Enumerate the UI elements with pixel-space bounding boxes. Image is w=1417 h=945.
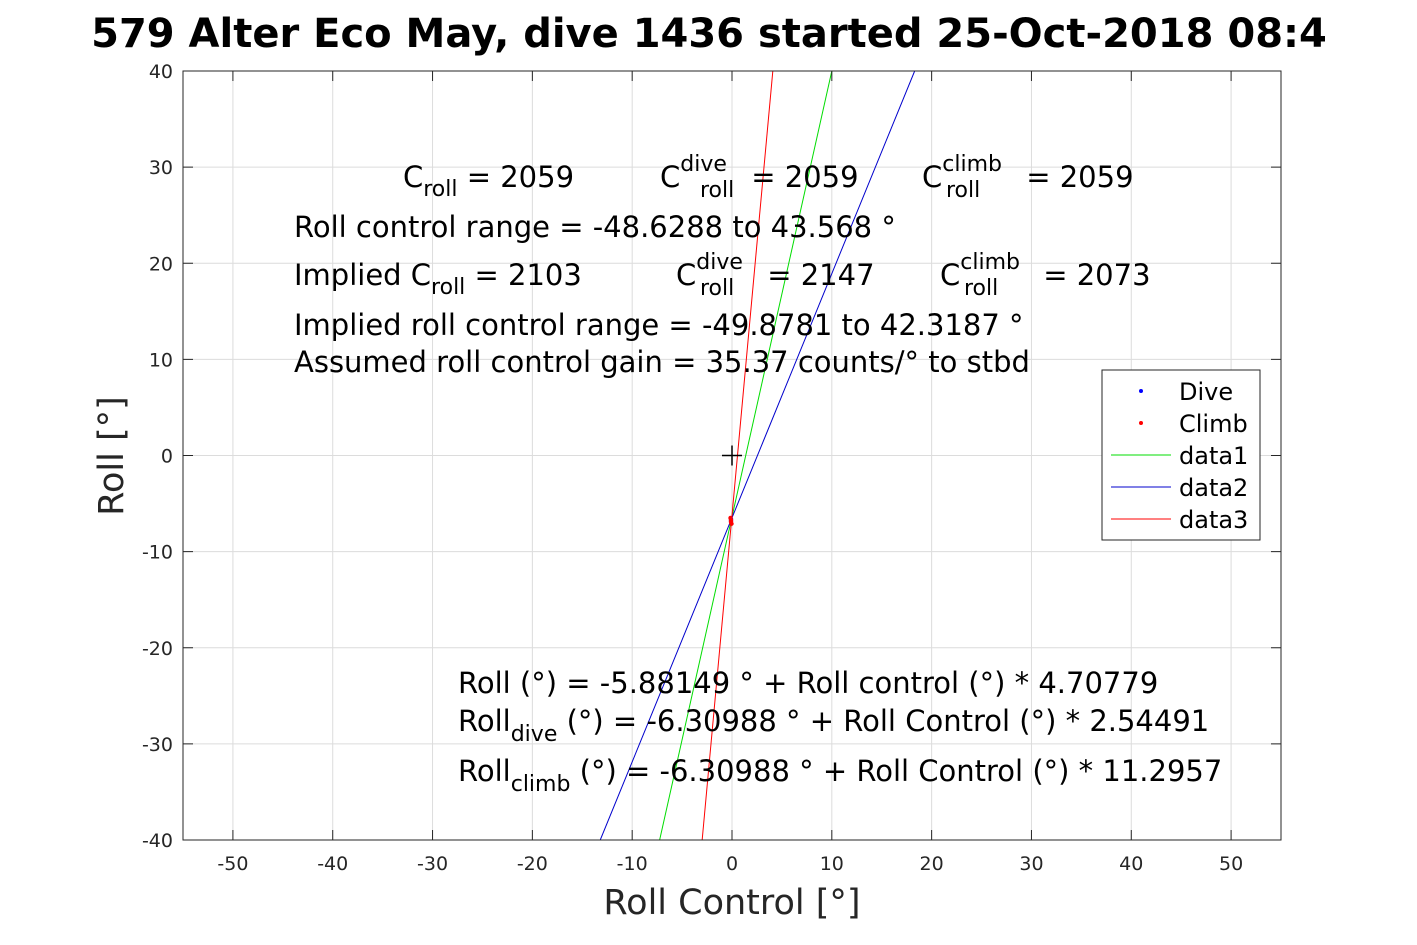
croll-climb-sup: climb — [942, 152, 1002, 177]
legend-key-dive — [1139, 389, 1143, 393]
series-line-data1 — [659, 71, 833, 840]
fit-dive-sub: dive — [511, 722, 558, 747]
x-tick-label: -20 — [517, 853, 548, 875]
y-tick-label: -10 — [142, 542, 173, 564]
croll-rest: = 2059 — [458, 160, 575, 194]
x-axis-label: Roll Control [°] — [603, 883, 860, 923]
y-axis-label: Roll [°] — [92, 396, 132, 516]
annotation-fit-dive: Rolldive (°) = -6.30988 ° + Roll Control… — [458, 704, 1209, 747]
legend[interactable]: Dive Climb data1 data2 data3 — [1101, 369, 1261, 541]
x-tick-label: 50 — [1219, 853, 1243, 875]
implied-dive-sub: roll — [700, 276, 734, 301]
implied-croll-pre: Implied C — [294, 258, 431, 292]
x-tick-label: 40 — [1119, 853, 1143, 875]
croll-sub: roll — [423, 177, 457, 202]
implied-climb-rest: = 2073 — [1034, 258, 1151, 292]
y-tick-label: -30 — [142, 734, 173, 756]
annotation-implied-croll: Implied Croll = 2103 — [294, 258, 582, 300]
implied-climb-base: C — [940, 258, 960, 292]
annotation-implied-climb: Cclimb roll = 2073 — [940, 250, 1151, 301]
implied-croll-sub: roll — [431, 275, 465, 300]
annotation-implied-dive: Cdive roll = 2147 — [676, 250, 875, 301]
y-tick-label: 0 — [161, 446, 173, 468]
y-tick-label: -20 — [142, 638, 173, 660]
plot-clip — [599, 71, 916, 840]
annotation-croll-climb: Cclimb roll = 2059 — [922, 152, 1134, 203]
croll-climb-sub: roll — [946, 178, 980, 203]
annotation-croll-dive: Cdive roll = 2059 — [660, 152, 859, 203]
legend-label-data2: data2 — [1179, 474, 1248, 502]
x-tick-label: -30 — [417, 853, 448, 875]
implied-dive-base: C — [676, 258, 696, 292]
annotation-fit-all: Roll (°) = -5.88149 ° + Roll control (°)… — [458, 666, 1158, 700]
croll-climb-base: C — [922, 160, 942, 194]
croll-dive-base: C — [660, 160, 680, 194]
implied-croll-rest: = 2103 — [465, 258, 582, 292]
chart-title: 579 Alter Eco May, dive 1436 started 25-… — [91, 11, 1327, 57]
croll-dive-sup: dive — [680, 152, 727, 177]
annotation-croll: Croll = 2059 — [403, 160, 574, 202]
x-tick-label: 10 — [820, 853, 844, 875]
series-point-climb — [729, 521, 734, 526]
annotation-fit-climb: Rollclimb (°) = -6.30988 ° + Roll Contro… — [458, 754, 1222, 797]
x-tick-label: -50 — [217, 853, 248, 875]
implied-dive-sup: dive — [696, 250, 743, 275]
x-tick-label: 20 — [920, 853, 944, 875]
x-tick-label: -10 — [617, 853, 648, 875]
fit-dive-pre: Roll — [458, 704, 511, 738]
annotations: Croll = 2059 Cdive roll = 2059 Cclimb roll… — [294, 152, 1222, 797]
croll-base: C — [403, 160, 423, 194]
implied-climb-sub: roll — [964, 276, 998, 301]
x-tick-label: -40 — [317, 853, 348, 875]
y-tick-label: 40 — [149, 61, 173, 83]
fit-climb-sub: climb — [511, 772, 571, 797]
legend-key-climb — [1139, 421, 1143, 425]
y-tick-label: 30 — [149, 157, 173, 179]
annotation-roll-range: Roll control range = -48.6288 to 43.568 … — [294, 210, 896, 244]
legend-label-climb: Climb — [1179, 410, 1248, 438]
legend-label-data1: data1 — [1179, 442, 1248, 470]
fit-climb-pre: Roll — [458, 754, 511, 788]
legend-keys — [1111, 389, 1171, 520]
axis-ticks: -50 -40 -30 -20 -10 0 10 20 30 40 50 -40 -30 -20 -10 0 1… — [142, 61, 1281, 875]
fit-dive-rest: (°) = -6.30988 ° + Roll Control (°) * 2.… — [557, 704, 1209, 738]
y-tick-label: 10 — [149, 349, 173, 371]
series-layer — [599, 71, 916, 840]
x-tick-label: 0 — [726, 853, 738, 875]
x-tick-label: 30 — [1019, 853, 1043, 875]
legend-label-data3: data3 — [1179, 506, 1248, 534]
y-tick-label: 20 — [149, 253, 173, 275]
series-line-data2 — [599, 71, 916, 840]
legend-label-dive: Dive — [1179, 378, 1233, 406]
croll-climb-rest: = 2059 — [1017, 160, 1134, 194]
implied-climb-sup: climb — [960, 250, 1020, 275]
annotation-gain: Assumed roll control gain = 35.37 counts… — [294, 345, 1030, 379]
fit-climb-rest: (°) = -6.30988 ° + Roll Control (°) * 11… — [570, 754, 1222, 788]
annotation-implied-range: Implied roll control range = -49.8781 to… — [294, 308, 1024, 342]
y-tick-label: -40 — [142, 830, 173, 852]
implied-dive-rest: = 2147 — [758, 258, 875, 292]
croll-dive-rest: = 2059 — [742, 160, 859, 194]
croll-dive-sub: roll — [700, 178, 734, 203]
